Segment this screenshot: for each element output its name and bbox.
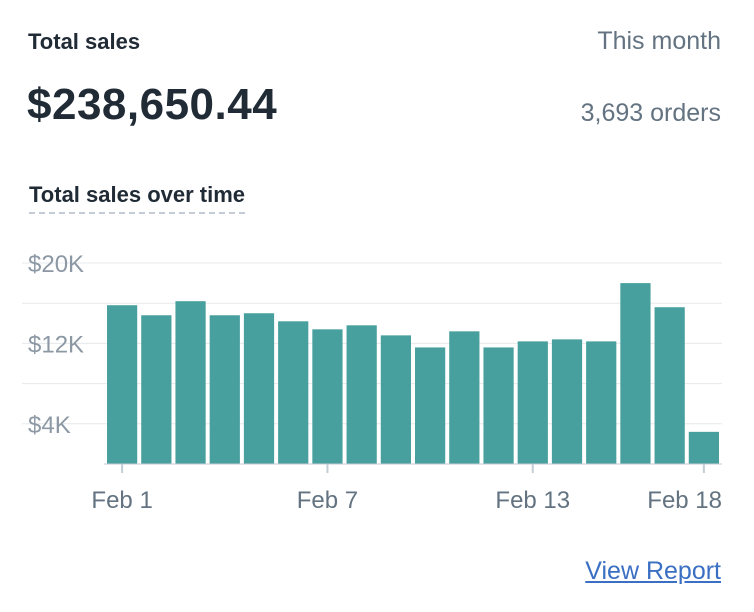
bar-feb-2 [141, 315, 172, 464]
x-tick-label: Feb 13 [495, 487, 570, 514]
bar-feb-14 [551, 339, 583, 464]
x-tick-label: Feb 1 [91, 487, 152, 514]
y-tick-label: $4K [28, 412, 71, 439]
bar-feb-4 [209, 315, 240, 464]
x-tick-label: Feb 18 [647, 487, 722, 514]
bar-feb-1 [107, 305, 138, 464]
total-sales-amount: $238,650.44 [27, 80, 278, 129]
bar-feb-12 [483, 347, 514, 464]
bar-feb-7 [312, 329, 343, 464]
bar-feb-17 [654, 307, 685, 464]
bar-feb-16 [620, 283, 651, 464]
x-tick-label: Feb 7 [297, 487, 358, 514]
card-title: Total sales [28, 29, 141, 54]
period-selector[interactable]: This month [597, 27, 721, 55]
bar-feb-3 [175, 301, 206, 464]
bar-feb-10 [415, 347, 446, 464]
bar-feb-13 [517, 341, 548, 464]
view-report-link[interactable]: View Report [585, 557, 721, 585]
bar-feb-15 [586, 341, 617, 464]
bar-feb-11 [449, 331, 480, 464]
sales-bar-chart: $20K $12K $4K Feb 1 Feb 7 Feb 13 Feb 18 [22, 251, 722, 514]
bar-feb-8 [346, 325, 377, 464]
bar-feb-6 [278, 321, 309, 464]
y-tick-label: $12K [28, 331, 84, 358]
bar-feb-18 [688, 431, 719, 464]
chart-title[interactable]: Total sales over time [29, 182, 246, 214]
orders-count: 3,693 orders [580, 99, 721, 127]
bar-feb-5 [243, 313, 275, 464]
y-tick-label: $20K [28, 251, 84, 278]
bar-feb-9 [380, 335, 411, 464]
